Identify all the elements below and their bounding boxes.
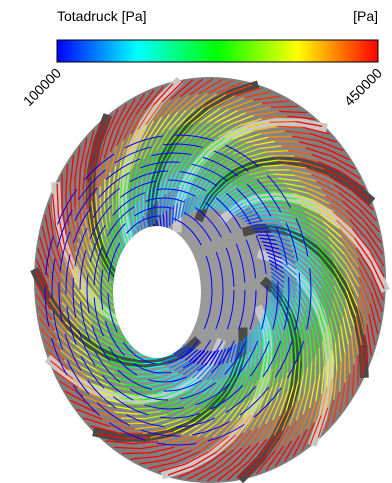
streamline <box>100 186 101 212</box>
streamline <box>267 205 285 206</box>
streamline <box>319 348 320 374</box>
streamline <box>275 141 299 142</box>
streamline <box>307 344 308 368</box>
streamline <box>253 331 254 349</box>
legend-title: Totadruck [Pa] <box>57 8 147 24</box>
streamline <box>270 122 296 123</box>
streamline <box>167 211 168 229</box>
streamline <box>136 376 156 377</box>
streamline <box>315 355 316 381</box>
legend-max: 450000 <box>341 65 385 109</box>
streamline <box>264 183 284 184</box>
streamline <box>271 107 298 108</box>
visualization: Totadruck [Pa] [Pa] 100000 450000 <box>0 0 392 483</box>
screenshot: Totadruck [Pa] [Pa] 100000 450000 <box>0 0 392 483</box>
legend-unit: [Pa] <box>353 8 378 24</box>
streamline <box>139 200 140 221</box>
color-bar <box>57 40 378 62</box>
streamline <box>268 136 292 137</box>
legend-min: 100000 <box>20 65 64 109</box>
streamline <box>266 336 267 356</box>
impeller-hub <box>113 226 201 358</box>
streamline <box>122 453 149 454</box>
streamline <box>112 192 113 216</box>
